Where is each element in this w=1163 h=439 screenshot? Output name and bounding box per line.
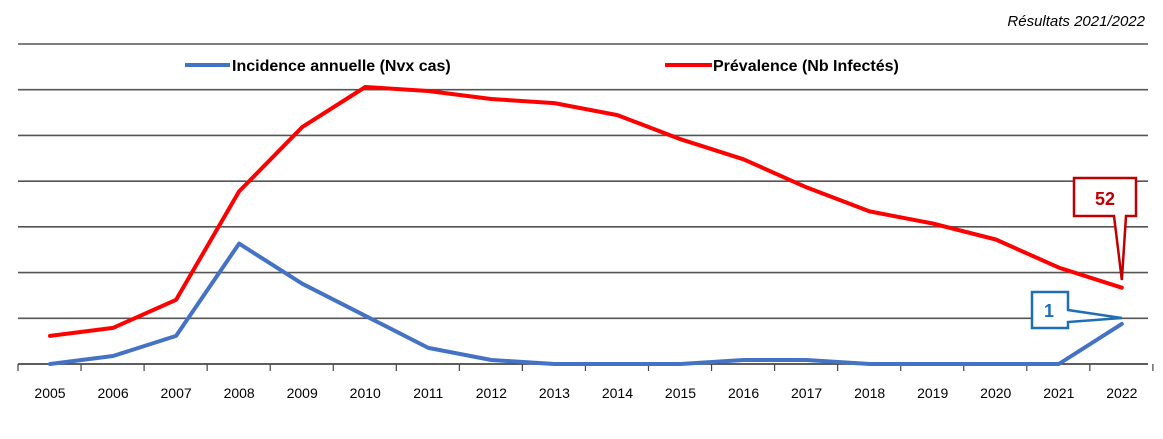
legend-label-prevalence: Prévalence (Nb Infectés) — [713, 58, 899, 75]
annotations: 52 1 — [1030, 176, 1138, 330]
callout-box-prevalence — [1072, 176, 1138, 281]
x-tick-label: 2015 — [665, 385, 696, 401]
x-tick-label: 2018 — [854, 385, 885, 401]
x-tick-label: 2022 — [1106, 385, 1137, 401]
series-line-prevalence — [48, 85, 1124, 338]
x-tick-label: 2005 — [34, 385, 65, 401]
x-tick-label: 2016 — [728, 385, 759, 401]
callout-label-incidence: 1 — [1044, 301, 1054, 321]
x-tick-label: 2014 — [602, 385, 633, 401]
legend-label-incidence: Incidence annuelle (Nvx cas) — [232, 58, 451, 75]
x-tick-label: 2019 — [917, 385, 948, 401]
x-tick-label: 2020 — [980, 385, 1011, 401]
x-tick-label: 2008 — [224, 385, 255, 401]
x-tick-label: 2011 — [413, 385, 443, 401]
x-tick-label: 2017 — [791, 385, 822, 401]
chart-subtitle: Résultats 2021/2022 — [1007, 13, 1145, 30]
x-tick-label: 2006 — [97, 385, 128, 401]
x-tick-label: 2012 — [476, 385, 507, 401]
x-tick-label: 2010 — [350, 385, 381, 401]
series-line-incidence — [48, 241, 1124, 366]
x-tick-label: 2021 — [1043, 385, 1074, 401]
series-lines — [48, 85, 1124, 366]
gridlines — [18, 43, 1148, 365]
callout-box-incidence — [1030, 290, 1123, 330]
x-tick-label: 2013 — [539, 385, 570, 401]
x-axis: 2005 2006 2007 2008 2009 2010 2011 2012 2013 2014… — [17, 363, 1154, 401]
legend: Incidence annuelle (Nvx cas) Prévalence … — [185, 58, 899, 75]
callout-label-prevalence: 52 — [1095, 189, 1115, 209]
x-tick-label: 2009 — [287, 385, 318, 401]
x-tick-label: 2007 — [161, 385, 192, 401]
